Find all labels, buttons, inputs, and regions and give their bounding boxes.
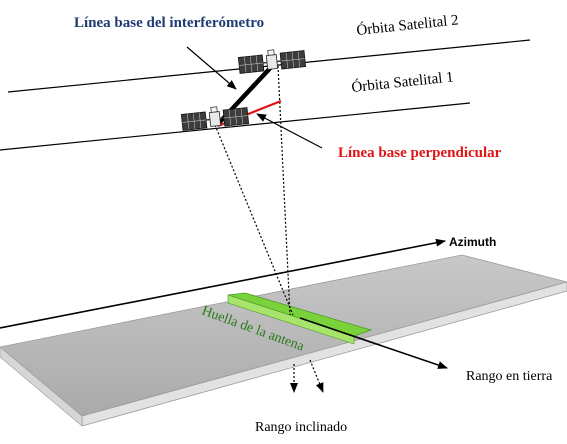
look-line-sat1: [215, 125, 293, 315]
baseline-label: Línea base del interferómetro: [74, 15, 264, 31]
slant-range-arrow-2: [310, 360, 323, 392]
look-line-sat2: [278, 66, 290, 315]
ground-range-label: Rango en tierra: [466, 369, 553, 384]
orbit-2-label: Órbita Satelital 2: [356, 11, 460, 39]
solar-panel-right: [223, 108, 249, 126]
azimuth-label: Azimuth: [449, 235, 496, 249]
perp-baseline-label: Línea base perpendicular: [338, 145, 502, 161]
solar-panel-left: [181, 112, 207, 130]
solar-panel-left: [238, 55, 264, 73]
solar-panel-right: [280, 51, 306, 69]
slant-range-label: Rango inclinado: [255, 420, 347, 435]
satellite-2-icon: [238, 47, 306, 74]
satellite-body: [266, 55, 277, 70]
orbit-1-label: Órbita Satelital 1: [351, 68, 455, 96]
satellite-body: [209, 112, 220, 127]
baseline-pointer: [187, 47, 236, 89]
